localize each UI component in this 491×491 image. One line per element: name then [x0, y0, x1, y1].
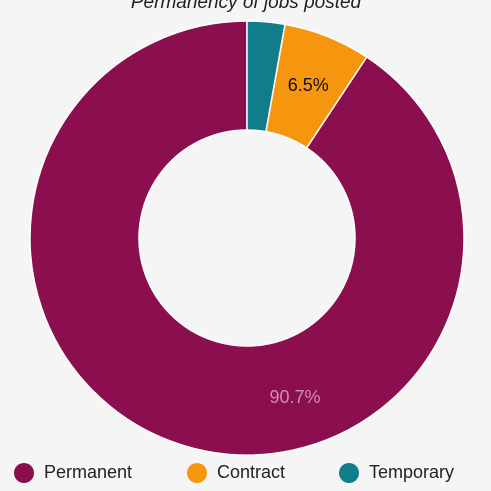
donut-slices: [29, 20, 465, 456]
legend-swatch-contract: [187, 462, 207, 483]
slice-temporary[interactable]: [246, 20, 286, 133]
donut-data-labels: 90.7% 6.5%: [269, 75, 328, 407]
data-label-permanent: 90.7%: [269, 387, 320, 407]
legend-item-contract[interactable]: Contract: [187, 454, 285, 491]
legend-label-temporary: Temporary: [369, 462, 455, 482]
legend-item-permanent[interactable]: Permanent: [14, 454, 132, 491]
data-label-contract: 6.5%: [288, 75, 329, 95]
chart-legend: Permanent Contract Temporary: [0, 454, 491, 491]
slice-permanent[interactable]: [29, 20, 465, 456]
legend-swatch-temporary: [339, 462, 359, 483]
legend-swatch-permanent: [14, 462, 34, 483]
legend-label-contract: Contract: [217, 462, 286, 482]
chart-title: Permanency of jobs posted: [131, 0, 363, 13]
legend-item-temporary[interactable]: Temporary: [339, 454, 454, 491]
legend-label-permanent: Permanent: [44, 462, 133, 482]
